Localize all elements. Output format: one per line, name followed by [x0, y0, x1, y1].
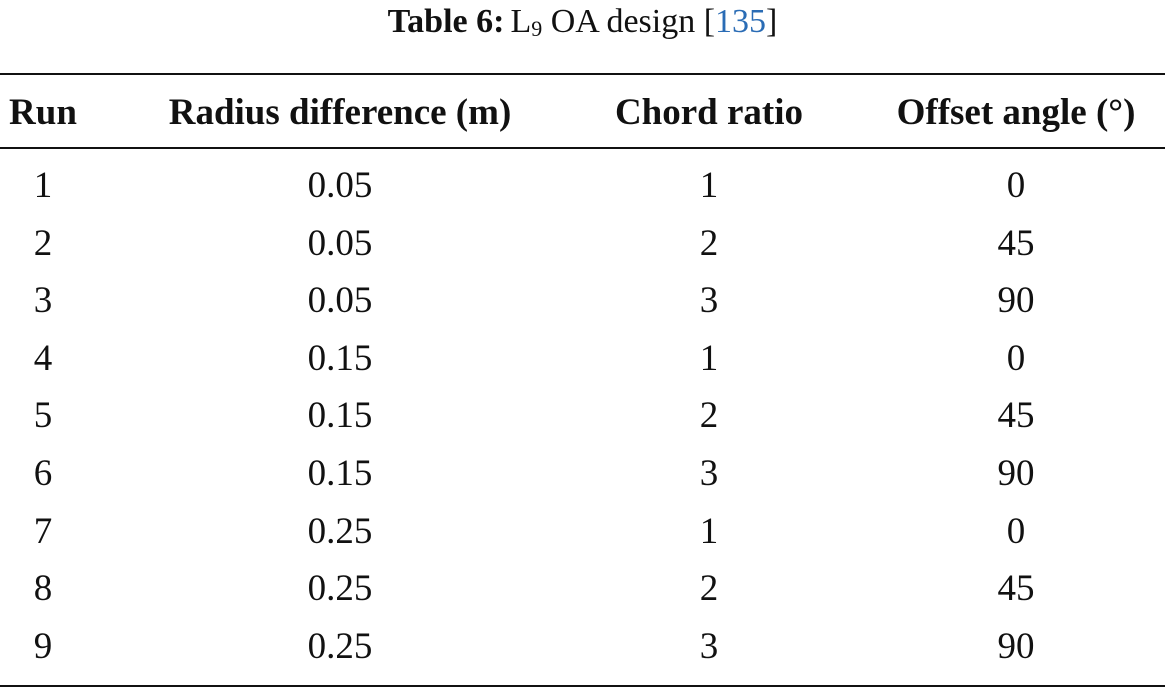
table-cell: 90 [997, 625, 1035, 667]
table-cell: 0.15 [307, 395, 373, 437]
table-cell: 45 [997, 222, 1035, 264]
table-cell: 1 [33, 165, 53, 206]
table-cell: 0.25 [307, 568, 373, 610]
table-cell: 3 [699, 625, 719, 667]
header-cell: Chord ratio [614, 92, 804, 133]
header-cell: Run [9, 92, 77, 133]
header-cell: Offset angle (°) [896, 92, 1136, 133]
table-cell: 2 [699, 222, 719, 264]
table-cell: 0.25 [307, 510, 373, 552]
table-cell: 4 [33, 337, 53, 379]
header-cell: Radius difference (m) [168, 92, 512, 133]
mid-rule [0, 147, 1165, 149]
table-cell: 0 [1006, 165, 1026, 206]
caption-subscript: 9 [531, 16, 543, 41]
table-cell: 90 [997, 280, 1035, 322]
table-cell: 6 [33, 453, 53, 494]
caption-title: ] [766, 3, 778, 40]
table-caption: Table 6: L9 OA design [135] [0, 0, 1165, 44]
table-cell: 3 [699, 453, 719, 494]
bottom-rule [0, 685, 1165, 687]
table-cell: 0.15 [307, 337, 373, 379]
caption-ref[interactable]: 135 [715, 3, 767, 40]
table-cell: 3 [699, 280, 719, 322]
top-rule [0, 73, 1165, 75]
table-cell: 0.05 [307, 165, 373, 206]
table-cell: 9 [33, 625, 53, 667]
table-cell: 2 [699, 568, 719, 610]
table-cell: 5 [33, 395, 53, 437]
table-cell: 45 [997, 395, 1035, 437]
table-cell: 0 [1006, 510, 1026, 552]
table-cell: 0.05 [307, 280, 373, 322]
table-cell: 2 [699, 395, 719, 437]
caption-label: Table 6: [387, 3, 505, 40]
table-cell: 90 [997, 453, 1035, 494]
caption-title: L [510, 3, 532, 40]
table-cell: 0 [1006, 337, 1026, 379]
table-cell: 0.15 [307, 453, 373, 494]
table-cell: 1 [699, 337, 719, 379]
caption-title: OA design [ [550, 3, 716, 40]
table-cell: 0.05 [307, 222, 373, 264]
table-cell: 3 [33, 280, 53, 322]
table-cell: 7 [33, 510, 53, 552]
table-cell: 0.25 [307, 625, 373, 667]
table-cell: 8 [33, 568, 53, 610]
table-cell: 1 [699, 510, 719, 552]
table-cell: 1 [699, 165, 719, 206]
table-cell: 2 [33, 222, 53, 264]
table-cell: 45 [997, 568, 1035, 610]
